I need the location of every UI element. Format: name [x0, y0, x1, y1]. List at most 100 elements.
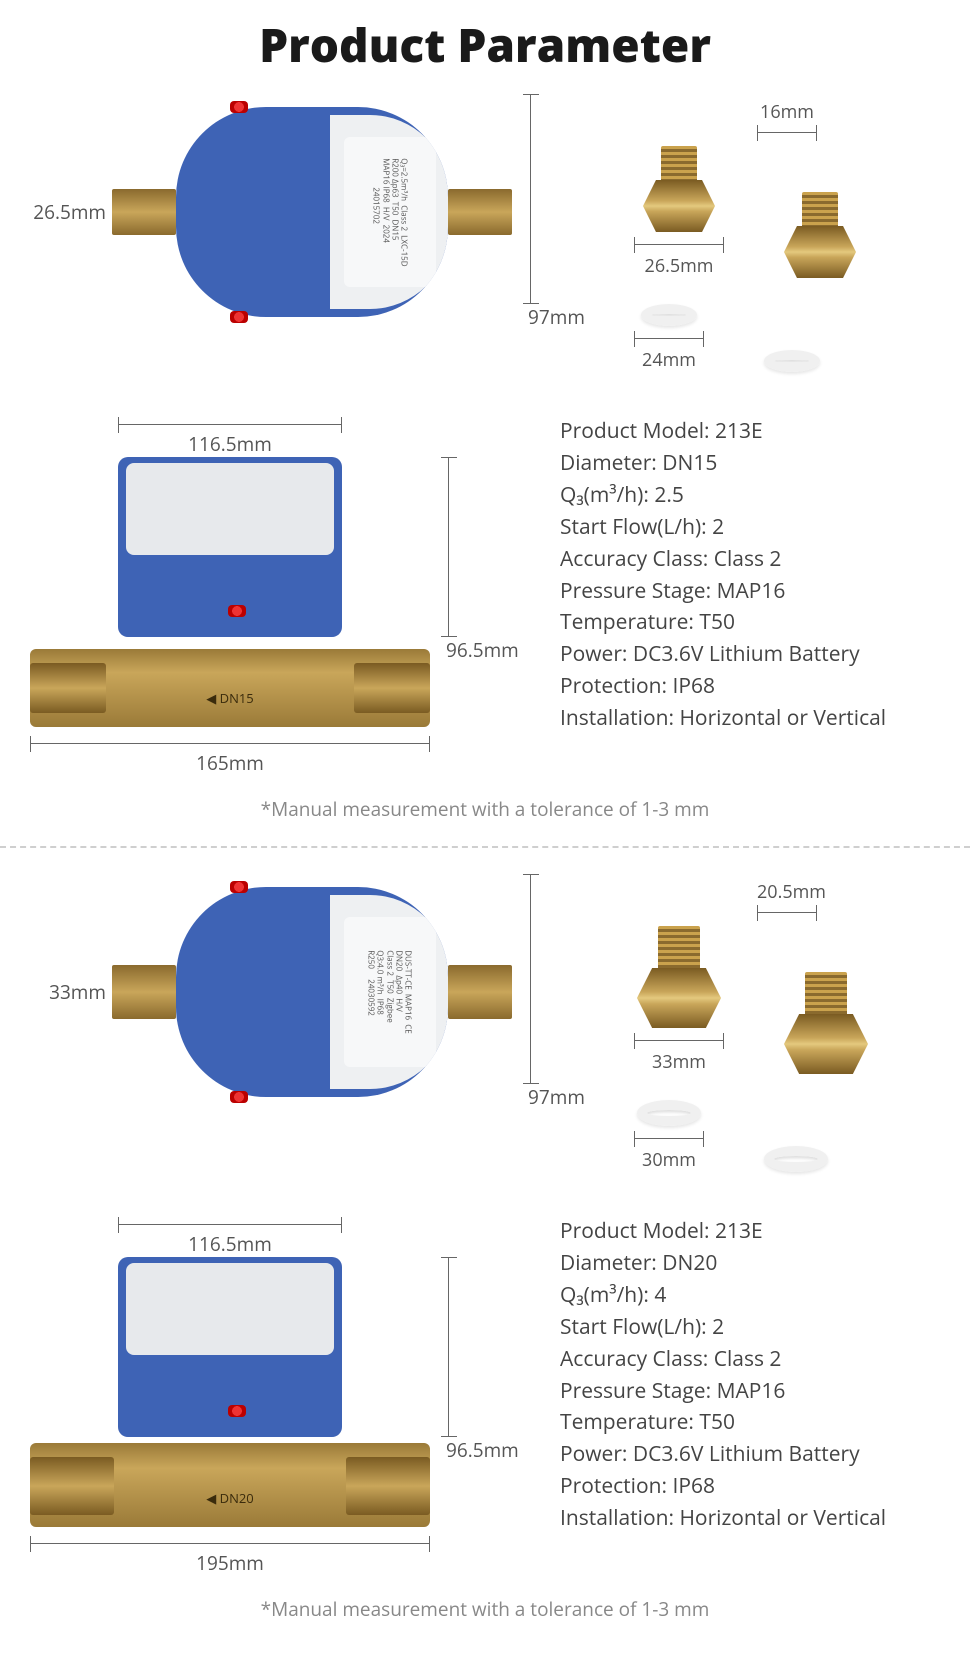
meter-cap: Q₃=2.5m³/h Class 2 LXC-15D R200 Δp63 T50…: [330, 115, 448, 309]
dim-nut-value: 33mm: [634, 1050, 724, 1074]
topview-wrap: 26.5mm Q₃=2.5m³/h Class 2 LXC-15D R200 Δ…: [30, 94, 594, 330]
brass-fitting-icon: [634, 926, 724, 1028]
dim-v-line: [522, 874, 540, 1084]
seal-tab-icon: [228, 1405, 246, 1417]
dim-height: 96.5mm: [440, 457, 530, 663]
spec-label-text: Q₃=2.5m³/h Class 2 LXC-15D R200 Δp63 T50…: [372, 158, 409, 266]
washer-1: 30mm: [634, 1090, 704, 1172]
dim-right-value: 97mm: [528, 1084, 585, 1110]
page-title: Product Parameter: [30, 0, 940, 94]
row-front: 116.5mm ◀ DN15 96.5: [30, 416, 940, 776]
connector-right: [346, 1457, 430, 1515]
brass-fitting-icon: [634, 146, 724, 232]
spec-line: Pressure Stage: MAP16: [560, 576, 940, 608]
fitting-2: [784, 972, 868, 1074]
washers-row: 24mm: [634, 294, 940, 372]
fitting-1: 33mm: [634, 926, 724, 1074]
washer-icon: [764, 350, 820, 372]
dim-length: 195mm: [30, 1535, 430, 1576]
washer-icon: [641, 304, 697, 326]
meter-front-view: ◀ DN15: [30, 457, 430, 727]
spec-line: Diameter: DN15: [560, 448, 940, 480]
dim-length-value: 165mm: [186, 750, 274, 776]
dim-right: 97mm: [512, 874, 594, 1110]
dim-height-value: 96.5mm: [446, 1437, 519, 1463]
specs-column: Product Model: 213E Diameter: DN20 Q₃(m³…: [560, 1216, 940, 1535]
spec-line: Power: DC3.6V Lithium Battery: [560, 639, 940, 671]
spec-line: Start Flow(L/h): 2: [560, 512, 940, 544]
dim-thread: 16mm: [757, 100, 817, 142]
spec-line: Q₃(m³/h): 2.5: [560, 480, 940, 512]
dim-height: 96.5mm: [440, 1257, 530, 1463]
tolerance-note: *Manual measurement with a tolerance of …: [30, 796, 940, 822]
fittings-column: 20.5mm 33mm: [634, 874, 940, 1188]
pipe-right: [448, 965, 512, 1019]
dim-height-value: 96.5mm: [446, 637, 519, 663]
washer-icon: [637, 1100, 701, 1126]
dim-washer-value: 24mm: [634, 348, 704, 372]
meter-lid: [126, 463, 334, 555]
dim-washer: 24mm: [634, 330, 704, 372]
dim-nut: 26.5mm: [634, 236, 724, 278]
dim-left-label: 26.5mm: [30, 199, 112, 225]
spec-label-text: DUS-TT-CE MAP16 CE DN20 Δp40 H/V Class 2…: [367, 950, 413, 1033]
dim-length: 165mm: [30, 735, 430, 776]
spec-line: Protection: IP68: [560, 1471, 940, 1503]
spec-line: Installation: Horizontal or Vertical: [560, 1503, 940, 1535]
fittings-row: 26.5mm: [634, 146, 940, 278]
dim-nut-value: 26.5mm: [634, 254, 724, 278]
brass-fitting-icon: [784, 972, 868, 1074]
frontview-column: 116.5mm ◀ DN20 96.5: [30, 1216, 530, 1576]
spec-label-panel: DUS-TT-CE MAP16 CE DN20 Δp40 H/V Class 2…: [344, 917, 436, 1067]
spec-line: Temperature: T50: [560, 607, 940, 639]
dim-thread: 20.5mm: [757, 880, 817, 922]
meter-cap: DUS-TT-CE MAP16 CE DN20 Δp40 H/V Class 2…: [330, 895, 448, 1089]
flow-direction-mark: ◀ DN15: [180, 689, 280, 709]
dim-top-value: 116.5mm: [180, 431, 280, 457]
meter-lid: [126, 1263, 334, 1355]
page: Product Parameter 26.5mm Q₃=2.5m³/h: [0, 0, 970, 1676]
row-front: 116.5mm ◀ DN20 96.5: [30, 1216, 940, 1576]
section-dn20: 33mm DUS-TT-CE MAP16 CE DN20 Δp40 H/V Cl…: [30, 874, 940, 1622]
row-top: 33mm DUS-TT-CE MAP16 CE DN20 Δp40 H/V Cl…: [30, 874, 940, 1188]
dim-thread-value: 20.5mm: [757, 880, 817, 904]
pipe-left: [112, 189, 176, 235]
seal-tab-icon: [230, 881, 248, 893]
dim-thread-value: 16mm: [757, 100, 817, 124]
row-top: 26.5mm Q₃=2.5m³/h Class 2 LXC-15D R200 Δ…: [30, 94, 940, 388]
topview-column: 26.5mm Q₃=2.5m³/h Class 2 LXC-15D R200 Δ…: [30, 94, 594, 330]
spec-line: Start Flow(L/h): 2: [560, 1312, 940, 1344]
dim-washer-value: 30mm: [634, 1148, 704, 1172]
specs-column: Product Model: 213E Diameter: DN15 Q₃(m³…: [560, 416, 940, 735]
dim-top: 116.5mm: [118, 416, 342, 457]
spec-line: Protection: IP68: [560, 671, 940, 703]
spec-line: Pressure Stage: MAP16: [560, 1376, 940, 1408]
spec-label-panel: Q₃=2.5m³/h Class 2 LXC-15D R200 Δp63 T50…: [344, 137, 436, 287]
dim-washer: 30mm: [634, 1130, 704, 1172]
spec-line: Accuracy Class: Class 2: [560, 1344, 940, 1376]
brass-fitting-icon: [784, 192, 856, 278]
meter-top-view: DUS-TT-CE MAP16 CE DN20 Δp40 H/V Class 2…: [112, 887, 512, 1097]
washer-icon: [764, 1146, 828, 1172]
washer-1: 24mm: [634, 294, 704, 372]
frontview-column: 116.5mm ◀ DN15 96.5: [30, 416, 530, 776]
seal-tab-icon: [230, 311, 248, 323]
spec-line: Installation: Horizontal or Vertical: [560, 703, 940, 735]
topview-wrap: 33mm DUS-TT-CE MAP16 CE DN20 Δp40 H/V Cl…: [30, 874, 594, 1110]
meter-body: DUS-TT-CE MAP16 CE DN20 Δp40 H/V Class 2…: [176, 887, 448, 1097]
spec-line: Temperature: T50: [560, 1407, 940, 1439]
washer-2: [764, 340, 820, 372]
washer-2: [764, 1136, 828, 1172]
seal-tab-icon: [228, 605, 246, 617]
dim-nut: 33mm: [634, 1032, 724, 1074]
meter-top-view: Q₃=2.5m³/h Class 2 LXC-15D R200 Δp63 T50…: [112, 107, 512, 317]
connector-right: [354, 663, 430, 713]
dim-top: 116.5mm: [118, 1216, 342, 1257]
topview-column: 33mm DUS-TT-CE MAP16 CE DN20 Δp40 H/V Cl…: [30, 874, 594, 1110]
seal-tab-icon: [230, 101, 248, 113]
frontview-outer: ◀ DN20 96.5mm: [30, 1257, 530, 1527]
connector-left: [30, 663, 106, 713]
tolerance-note: *Manual measurement with a tolerance of …: [30, 1596, 940, 1622]
fitting-1: 26.5mm: [634, 146, 724, 278]
flow-direction-mark: ◀ DN20: [180, 1489, 280, 1509]
